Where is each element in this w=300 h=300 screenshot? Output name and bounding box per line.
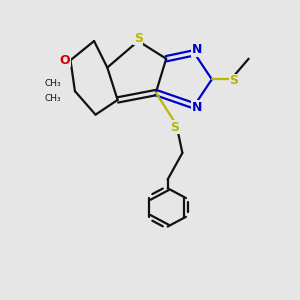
Text: CH₃: CH₃ (44, 94, 61, 103)
Text: S: S (170, 121, 179, 134)
Text: N: N (192, 44, 202, 56)
Text: CH₃: CH₃ (44, 79, 61, 88)
Text: O: O (59, 54, 70, 67)
Text: S: S (134, 32, 143, 45)
Text: S: S (230, 74, 238, 87)
Text: N: N (192, 101, 202, 114)
